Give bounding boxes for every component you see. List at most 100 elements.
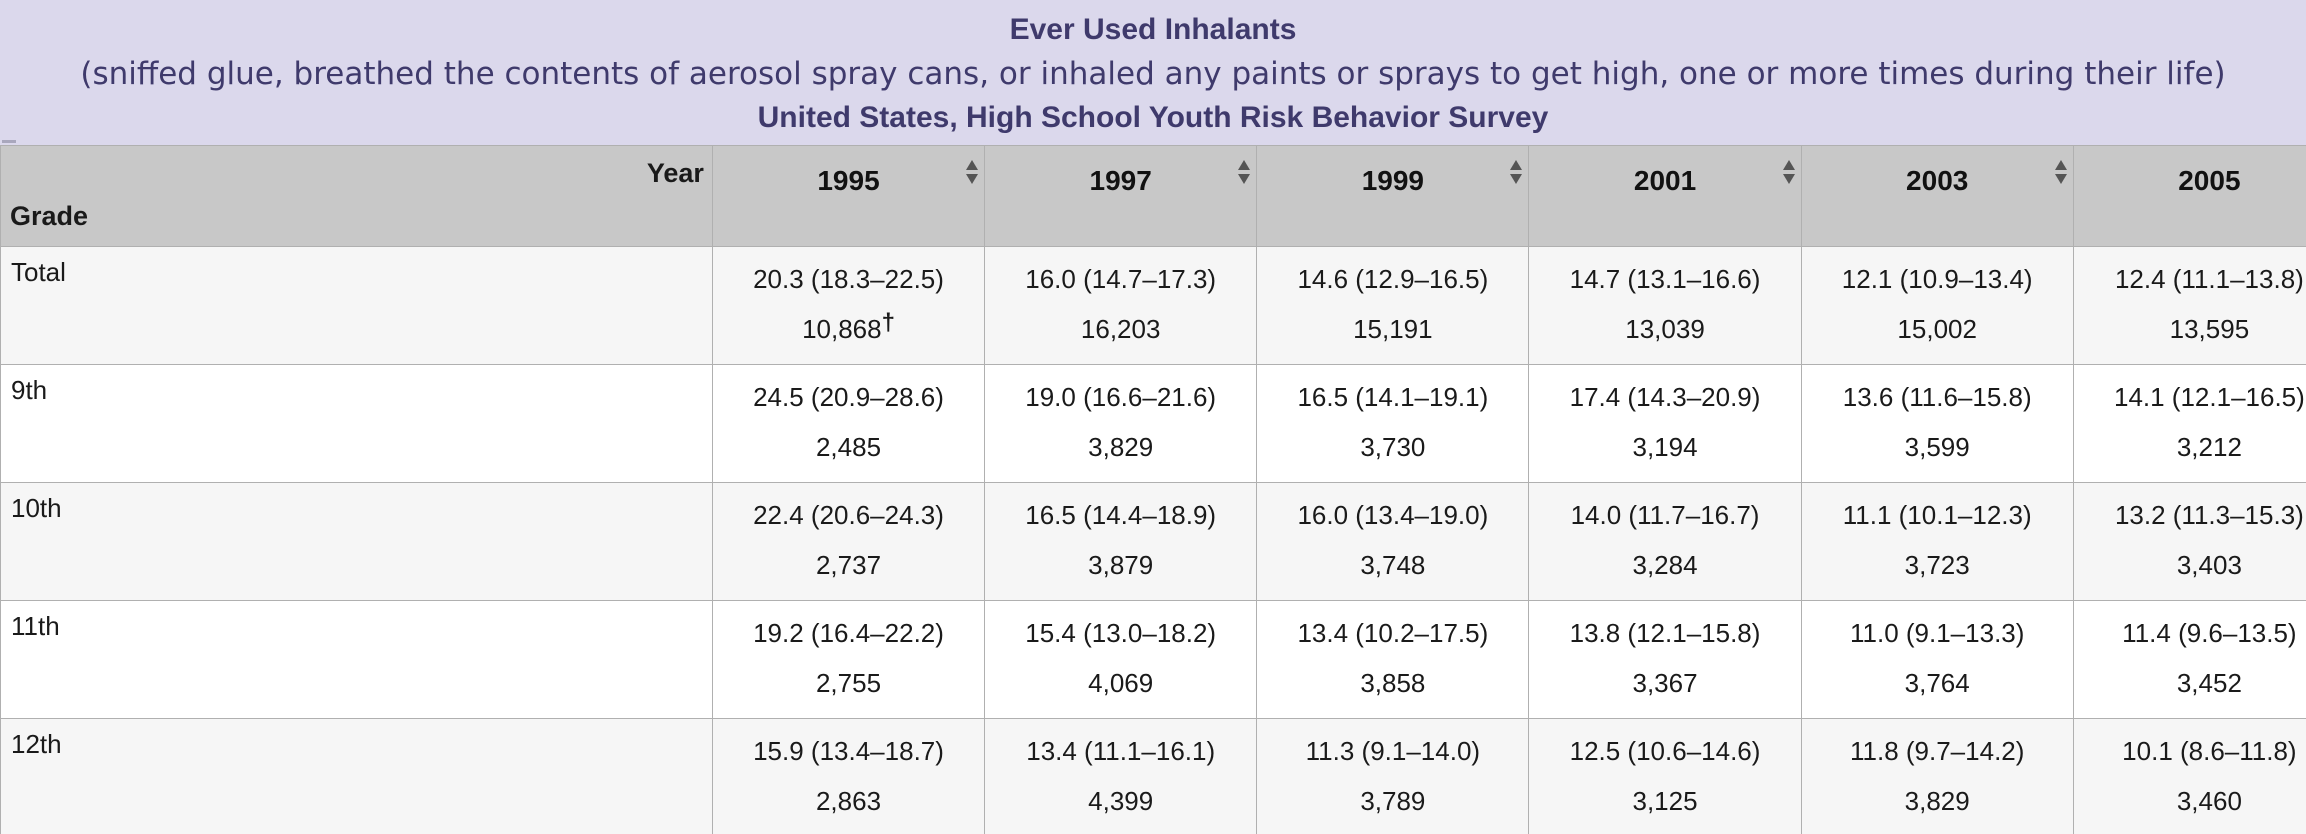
cell-sample-size: 13,039 — [1625, 314, 1705, 344]
table-body: Total 20.3 (18.3–22.5) 10,868† 16.0 (14.7–1… — [0, 246, 2306, 834]
cell-sample-size-wrap: 3,194 — [1529, 431, 1800, 463]
table-cell: 19.0 (16.6–21.6) 3,829 — [984, 364, 1258, 483]
cell-sample-size: 3,194 — [1632, 432, 1698, 462]
cell-sample-size: 2,755 — [815, 668, 882, 698]
table-cell: 14.1 (12.1–16.5) 3,212 — [2072, 364, 2306, 483]
column-header-year[interactable]: 1995 — [711, 145, 986, 247]
sort-up-down-icon[interactable] — [2053, 158, 2069, 186]
table-cell: 20.3 (18.3–22.5) 10,868† — [711, 246, 986, 365]
cell-sample-size: 3,367 — [1632, 668, 1698, 698]
cell-estimate: 19.2 (16.4–22.2) — [753, 618, 944, 648]
cell-sample-size: 3,829 — [1088, 432, 1154, 462]
collapse-icon[interactable] — [2, 140, 16, 143]
row-label-grade: Total — [0, 246, 713, 365]
cell-estimate: 15.9 (13.4–18.7) — [753, 736, 944, 766]
column-header-year[interactable]: 2005 — [2072, 145, 2306, 247]
table-cell: 11.8 (9.7–14.2) 3,829 — [1800, 718, 2074, 834]
cell-sample-size-wrap: 3,452 — [2074, 667, 2306, 699]
cell-estimate: 11.8 (9.7–14.2) — [1849, 736, 2025, 766]
cell-sample-size-wrap: 3,403 — [2074, 549, 2306, 581]
table-cell: 16.5 (14.4–18.9) 3,879 — [984, 482, 1258, 601]
cell-estimate: 14.0 (11.7–16.7) — [1570, 500, 1760, 530]
table-cell: 13.4 (10.2–17.5) 3,858 — [1256, 600, 1530, 719]
cell-sample-size-wrap: 3,829 — [985, 431, 1256, 463]
cell-estimate: 13.4 (11.1–16.1) — [1026, 736, 1216, 766]
sort-up-down-icon[interactable] — [1781, 158, 1797, 186]
table-cell: 16.0 (14.7–17.3) 16,203 — [984, 246, 1258, 365]
cell-estimate: 11.0 (9.1–13.3) — [1849, 618, 2025, 648]
row-label-grade: 12th — [0, 718, 713, 834]
cell-sample-size-wrap: 16,203 — [985, 313, 1256, 345]
cell-sample-size: 2,485 — [815, 432, 882, 462]
column-header-label: 1999 — [1361, 165, 1424, 196]
column-header-label: 2003 — [1906, 165, 1969, 196]
cell-sample-size-wrap: 2,737 — [713, 549, 984, 581]
cell-sample-size-wrap: 10,868† — [713, 309, 984, 345]
table-cell: 13.4 (11.1–16.1) 4,399 — [984, 718, 1258, 834]
cell-sample-size-wrap: 13,595 — [2074, 313, 2306, 345]
cell-estimate: 12.4 (11.1–13.8) — [2114, 264, 2304, 294]
cell-sample-size: 2,737 — [815, 550, 882, 580]
cell-estimate: 19.0 (16.6–21.6) — [1025, 382, 1217, 412]
table-cell: 11.1 (10.1–12.3) 3,723 — [1800, 482, 2074, 601]
cell-estimate: 13.4 (10.2–17.5) — [1297, 618, 1489, 648]
cell-sample-size: 3,284 — [1632, 550, 1698, 580]
column-header-year[interactable]: 1999 — [1256, 145, 1530, 247]
cell-sample-size-wrap: 3,829 — [1802, 785, 2073, 817]
cell-sample-size-wrap: 3,125 — [1529, 785, 1800, 817]
table-cell: 13.8 (12.1–15.8) 3,367 — [1528, 600, 1802, 719]
cell-sample-size: 15,191 — [1353, 314, 1433, 344]
cell-sample-size-wrap: 3,599 — [1802, 431, 2073, 463]
cell-estimate: 24.5 (20.9–28.6) — [753, 382, 944, 412]
cell-sample-size-wrap: 4,399 — [985, 785, 1256, 817]
table-row: 10th 22.4 (20.6–24.3) 2,737 16.5 (14.4–18.9… — [0, 482, 2306, 601]
column-header-label: 2005 — [2178, 165, 2241, 196]
cell-sample-size-wrap: 15,002 — [1802, 313, 2073, 345]
column-header-year[interactable]: 2001 — [1528, 145, 1802, 247]
table-cell: 12.4 (11.1–13.8) 13,595 — [2072, 246, 2306, 365]
cell-sample-size: 3,452 — [2176, 668, 2242, 698]
footnote-marker[interactable]: † — [881, 309, 895, 336]
sort-up-down-icon[interactable] — [1508, 158, 1524, 186]
table-row: 11th 19.2 (16.4–22.2) 2,755 15.4 (13.0–18.2… — [0, 600, 2306, 719]
cell-estimate: 17.4 (14.3–20.9) — [1569, 382, 1761, 412]
column-header-label: 1997 — [1089, 165, 1152, 196]
cell-sample-size: 3,723 — [1904, 550, 1970, 580]
data-table: Year Grade 1995 1997 1999 2001 2003 2005 Tota… — [0, 145, 2306, 834]
cell-sample-size-wrap: 15,191 — [1257, 313, 1528, 345]
cell-estimate: 14.1 (12.1–16.5) — [2113, 382, 2305, 412]
table-row: 12th 15.9 (13.4–18.7) 2,863 13.4 (11.1–16.1… — [0, 718, 2306, 834]
table-row: 9th 24.5 (20.9–28.6) 2,485 19.0 (16.6–21.6)… — [0, 364, 2306, 483]
row-label-grade: 11th — [0, 600, 713, 719]
caption-source: United States, High School Youth Risk Be… — [757, 101, 1549, 134]
column-header-label: 2001 — [1633, 165, 1697, 196]
header-row: Year Grade 1995 1997 1999 2001 2003 2005 — [0, 145, 2306, 247]
sort-up-down-icon[interactable] — [964, 158, 980, 186]
cell-sample-size: 3,403 — [2176, 550, 2242, 580]
table-cell: 14.7 (13.1–16.6) 13,039 — [1528, 246, 1802, 365]
cell-sample-size: 3,212 — [2176, 432, 2242, 462]
corner-header: Year Grade — [0, 145, 713, 247]
table-cell: 24.5 (20.9–28.6) 2,485 — [711, 364, 986, 483]
cell-sample-size: 3,789 — [1360, 786, 1426, 816]
caption-subtitle: (sniffed glue, breathed the contents of … — [80, 56, 2226, 92]
cell-estimate: 11.4 (9.6–13.5) — [2122, 618, 2297, 648]
column-header-label: 1995 — [817, 165, 880, 196]
cell-estimate: 14.7 (13.1–16.6) — [1569, 264, 1761, 294]
cell-sample-size: 13,595 — [2169, 314, 2250, 344]
cell-sample-size-wrap: 3,723 — [1802, 549, 2073, 581]
table-caption: Ever Used Inhalants (sniffed glue, breat… — [0, 0, 2306, 145]
cell-sample-size: 15,002 — [1897, 314, 1977, 344]
column-header-year[interactable]: 2003 — [1800, 145, 2074, 247]
column-header-year[interactable]: 1997 — [984, 145, 1258, 247]
cell-sample-size-wrap: 4,069 — [985, 667, 1256, 699]
cell-estimate: 12.1 (10.9–13.4) — [1841, 264, 2033, 294]
cell-sample-size: 3,879 — [1088, 550, 1154, 580]
row-label-grade: 9th — [0, 364, 713, 483]
table-cell: 11.4 (9.6–13.5) 3,452 — [2072, 600, 2306, 719]
sort-up-down-icon[interactable] — [1236, 158, 1252, 186]
table-cell: 14.6 (12.9–16.5) 15,191 — [1256, 246, 1530, 365]
cell-sample-size: 2,863 — [815, 786, 882, 816]
cell-sample-size-wrap: 2,485 — [713, 431, 984, 463]
